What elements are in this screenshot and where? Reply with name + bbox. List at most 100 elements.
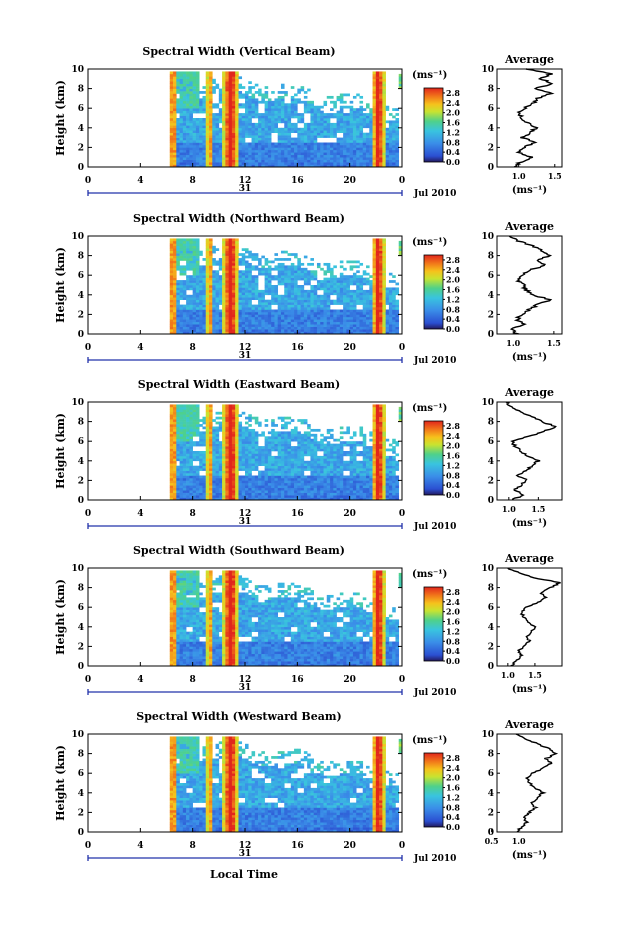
heatmap-cell xyxy=(300,159,305,163)
heatmap-cell xyxy=(307,110,311,114)
heatmap-cell xyxy=(388,299,393,303)
heatmap-cell xyxy=(248,255,252,259)
heatmap-cell xyxy=(205,314,210,318)
heatmap-cell xyxy=(333,152,337,156)
heatmap-cell xyxy=(218,162,223,165)
heatmap-cell xyxy=(284,130,288,133)
heatmap-cell xyxy=(199,152,203,156)
heatmap-cell xyxy=(231,95,236,99)
heatmap-cell xyxy=(182,81,187,84)
heatmap-cell xyxy=(375,120,380,124)
heatmap-cell xyxy=(294,285,298,288)
heatmap-cell xyxy=(267,144,272,148)
heatmap-cell xyxy=(179,453,184,457)
heatmap-cell xyxy=(303,302,308,305)
heatmap-cell xyxy=(336,147,341,151)
heatmap-cell xyxy=(258,316,262,320)
heatmap-cell xyxy=(352,135,357,138)
heatmap-cell xyxy=(379,285,383,288)
heatmap-cell xyxy=(173,319,177,323)
heatmap-cell xyxy=(310,125,314,129)
heatmap-cell xyxy=(395,127,400,131)
heatmap-cell xyxy=(336,137,341,141)
heatmap-cell xyxy=(189,93,193,97)
heatmap-cell xyxy=(280,258,285,261)
heatmap-cell xyxy=(245,110,249,114)
heatmap-cell xyxy=(294,122,298,126)
heatmap-cell xyxy=(254,137,259,141)
heatmap-cell xyxy=(382,95,386,99)
heatmap-cell xyxy=(186,253,190,256)
heatmap-cell xyxy=(372,95,377,99)
heatmap-cell xyxy=(222,460,226,464)
heatmap-cell xyxy=(352,292,357,296)
heatmap-cell xyxy=(267,157,272,160)
date-label: Jul 2010 xyxy=(413,189,456,199)
heatmap-cell xyxy=(339,144,344,148)
heatmap-cell xyxy=(333,162,337,165)
heatmap-cell xyxy=(395,137,400,141)
heatmap-cell xyxy=(274,130,279,133)
heatmap-cell xyxy=(290,162,295,165)
heatmap-cell xyxy=(346,149,350,153)
heatmap-cell xyxy=(179,463,184,466)
heatmap-cell xyxy=(395,130,400,133)
heatmap-cell xyxy=(225,411,229,415)
heatmap-cell xyxy=(199,250,203,254)
heatmap-cell xyxy=(169,326,174,330)
heatmap-cell xyxy=(169,147,174,151)
heatmap-cell xyxy=(388,132,393,136)
heatmap-cell xyxy=(222,135,226,138)
heatmap-cell xyxy=(212,287,216,291)
heatmap-cell xyxy=(392,309,396,313)
heatmap-cell xyxy=(173,299,177,303)
heatmap-cell xyxy=(235,436,239,440)
heatmap-cell xyxy=(290,147,295,151)
heatmap-cell xyxy=(225,465,229,469)
heatmap-cell xyxy=(192,433,197,437)
heatmap-cell xyxy=(369,122,373,126)
heatmap-cell xyxy=(202,490,207,493)
heatmap-cell xyxy=(186,137,190,141)
heatmap-cell xyxy=(297,294,301,298)
heatmap-cell xyxy=(205,260,210,264)
heatmap-cell xyxy=(179,76,184,80)
heatmap-cell xyxy=(287,122,292,126)
heatmap-cell xyxy=(267,98,272,102)
heatmap-cell xyxy=(186,81,190,84)
heatmap-cell xyxy=(290,122,295,126)
heatmap-cell xyxy=(205,270,210,274)
heatmap-cell xyxy=(313,331,318,335)
heatmap-cell xyxy=(222,253,226,256)
heatmap-cell xyxy=(290,127,295,131)
heatmap-cell xyxy=(366,272,370,276)
heatmap-cell xyxy=(205,110,210,114)
heatmap-cell xyxy=(202,287,207,291)
heatmap-cell xyxy=(382,110,386,114)
profile-title: Average xyxy=(504,53,554,66)
heatmap-cell xyxy=(218,475,223,479)
heatmap-cell xyxy=(235,147,239,151)
heatmap-cell xyxy=(277,164,282,168)
heatmap-cell xyxy=(375,125,380,129)
heatmap-cell xyxy=(274,142,279,146)
heatmap-cell xyxy=(382,319,386,323)
heatmap-cell xyxy=(362,115,367,119)
heatmap-cell xyxy=(228,414,233,417)
heatmap-cell xyxy=(385,299,390,303)
heatmap-cell xyxy=(182,497,187,501)
heatmap-cell xyxy=(310,329,314,332)
heatmap-cell xyxy=(313,105,318,109)
heatmap-cell xyxy=(235,446,239,449)
heatmap-cell xyxy=(277,302,282,305)
heatmap-cell xyxy=(205,428,210,432)
heatmap-cell xyxy=(375,115,380,119)
heatmap-cell xyxy=(235,314,239,318)
heatmap-cell xyxy=(192,299,197,303)
heatmap-cell xyxy=(248,142,252,146)
heatmap-cell xyxy=(222,149,226,153)
heatmap-cell xyxy=(202,103,207,107)
heatmap-cell xyxy=(254,255,259,259)
heatmap-cell xyxy=(212,154,216,158)
heatmap-cell xyxy=(362,314,367,318)
